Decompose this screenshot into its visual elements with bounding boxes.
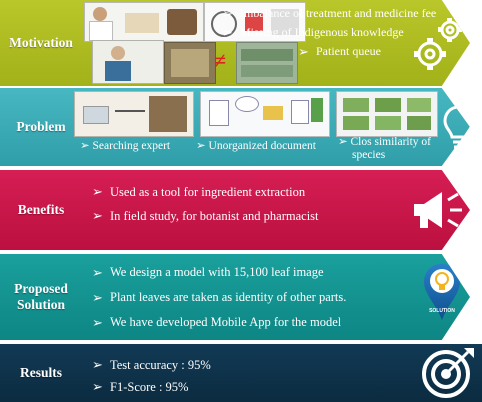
proposed-label-line1: Proposed — [14, 281, 68, 297]
species-similarity-image — [336, 91, 438, 137]
target-icon — [422, 348, 474, 398]
proposed-bullet: ➢ We design a model with 15,100 leaf ima… — [92, 260, 346, 285]
herbs-money-image — [164, 42, 216, 84]
results-bullet: ➢ Test accuracy : 95% — [92, 354, 211, 376]
motivation-bullet-text: Patient queue — [316, 44, 381, 58]
proposed-bullets: ➢ We design a model with 15,100 leaf ima… — [92, 260, 346, 335]
motivation-bullet-text: Missing of Indigenous knowledge — [240, 25, 404, 39]
searching-expert-image — [74, 91, 194, 137]
results-band: Results ➢ Test accuracy : 95% ➢ F1-Score… — [0, 344, 482, 402]
not-equal-sign: ≠ — [214, 48, 227, 73]
arrow-icon: ➢ — [92, 289, 103, 305]
lightbulb-icon — [443, 105, 475, 149]
proposed-bullet-text: Plant leaves are taken as identity of ot… — [110, 290, 347, 304]
motivation-label: Motivation — [9, 35, 73, 51]
problem-band: Problem ➢ Searching expert ➢ Unorganized… — [0, 88, 470, 166]
solution-icon-text: SOLUTION — [429, 308, 455, 314]
motivation-bullets: ➢ Imbalance of treatment and medicine fe… — [222, 4, 436, 61]
money-stack-image — [236, 42, 298, 84]
motivation-bullet: ➢ Missing of Indigenous knowledge — [222, 23, 436, 42]
problem-label: Problem — [16, 119, 66, 135]
results-bullets: ➢ Test accuracy : 95% ➢ F1-Score : 95% — [92, 354, 211, 398]
motivation-band: Motivation ≠ ➢ Imbalance of treatment an… — [0, 0, 470, 86]
arrow-icon: ➢ — [196, 140, 209, 152]
benefits-bullet: ➢ Used as a tool for ingredient extracti… — [92, 180, 319, 204]
caption-species-similarity-2: species — [352, 149, 386, 161]
arrow-icon: ➢ — [298, 43, 309, 59]
proposed-label-line2: Solution — [16, 297, 66, 312]
indigenous-knowledge-image — [92, 40, 164, 84]
benefits-bullet-text: Used as a tool for ingredient extraction — [110, 184, 306, 199]
motivation-bullet-text: Imbalance of treatment and medicine fee — [240, 6, 437, 20]
arrow-icon: ➢ — [92, 184, 103, 199]
arrow-icon: ➢ — [92, 379, 103, 394]
solution-bulb-icon: SOLUTION — [420, 262, 464, 332]
results-bullet: ➢ F1-Score : 95% — [92, 376, 211, 398]
megaphone-icon — [414, 192, 462, 228]
arrow-icon: ➢ — [92, 357, 103, 372]
caption-searching-expert: Searching expert — [92, 140, 171, 152]
arrow-icon: ➢ — [222, 24, 233, 40]
proposed-bullet: ➢ We have developed Mobile App for the m… — [92, 310, 346, 335]
arrow-icon: ➢ — [92, 314, 103, 330]
arrow-icon: ➢ — [92, 264, 103, 280]
motivation-bullet: ➢ Imbalance of treatment and medicine fe… — [222, 4, 436, 23]
proposed-bullet: ➢ Plant leaves are taken as identity of … — [92, 285, 346, 310]
results-label: Results — [19, 365, 62, 381]
arrow-icon: ➢ — [222, 5, 233, 21]
proposed-bullet-text: We have developed Mobile App for the mod… — [110, 315, 342, 329]
benefits-bullet: ➢ In field study, for botanist and pharm… — [92, 204, 319, 228]
gears-icon — [414, 18, 462, 70]
benefits-band: Benefits ➢ Used as a tool for ingredient… — [0, 170, 470, 250]
caption-unorganized-document: Unorganized document — [208, 140, 316, 152]
caption-species-similarity: Clos similarity of — [350, 136, 432, 148]
benefits-label: Benefits — [17, 202, 65, 218]
arrow-icon: ➢ — [338, 136, 351, 148]
problem-caption: ➢ Clos similarity of species — [338, 136, 431, 162]
arrow-icon: ➢ — [80, 140, 93, 152]
results-bullet-text: F1-Score : 95% — [110, 379, 189, 394]
proposed-solution-band: Proposed Solution ➢ We design a model wi… — [0, 254, 470, 340]
proposed-solution-label: Proposed Solution — [0, 254, 82, 340]
results-bullet-text: Test accuracy : 95% — [110, 357, 211, 372]
doctor-consultation-image — [84, 2, 204, 42]
benefits-bullets: ➢ Used as a tool for ingredient extracti… — [92, 180, 319, 228]
unorganized-document-image — [200, 91, 330, 137]
benefits-bullet-text: In field study, for botanist and pharmac… — [110, 208, 319, 223]
problem-caption: ➢ Unorganized document — [196, 138, 316, 152]
motivation-bullet: ➢ Patient queue — [298, 42, 436, 61]
problem-caption: ➢ Searching expert — [80, 138, 170, 152]
proposed-bullet-text: We design a model with 15,100 leaf image — [110, 265, 324, 279]
arrow-icon: ➢ — [92, 208, 103, 223]
medicine-fee-image — [204, 2, 306, 42]
